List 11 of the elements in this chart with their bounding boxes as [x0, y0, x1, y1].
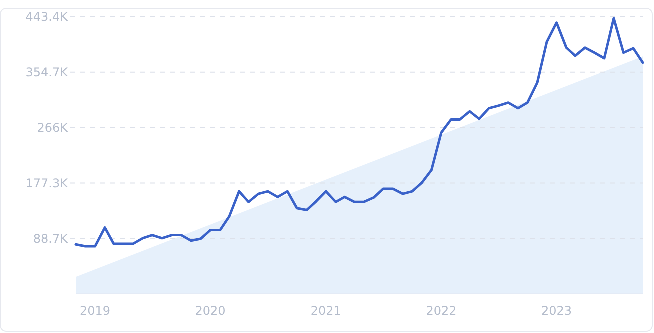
x-tick-label: 2022: [426, 304, 457, 318]
y-tick-label: 443.4K: [26, 10, 70, 24]
y-tick-label: 266K: [37, 121, 70, 136]
y-tick-label: 354.7K: [26, 66, 70, 80]
x-tick-label: 2023: [541, 304, 572, 318]
y-tick-label: 88.7K: [33, 232, 70, 246]
line-series: [74, 17, 644, 248]
y-tick-label: 177.3K: [26, 176, 70, 190]
x-tick-label: 2019: [80, 304, 111, 318]
x-tick-label: 2021: [310, 304, 342, 318]
x-tick-label: 2020: [195, 304, 226, 318]
